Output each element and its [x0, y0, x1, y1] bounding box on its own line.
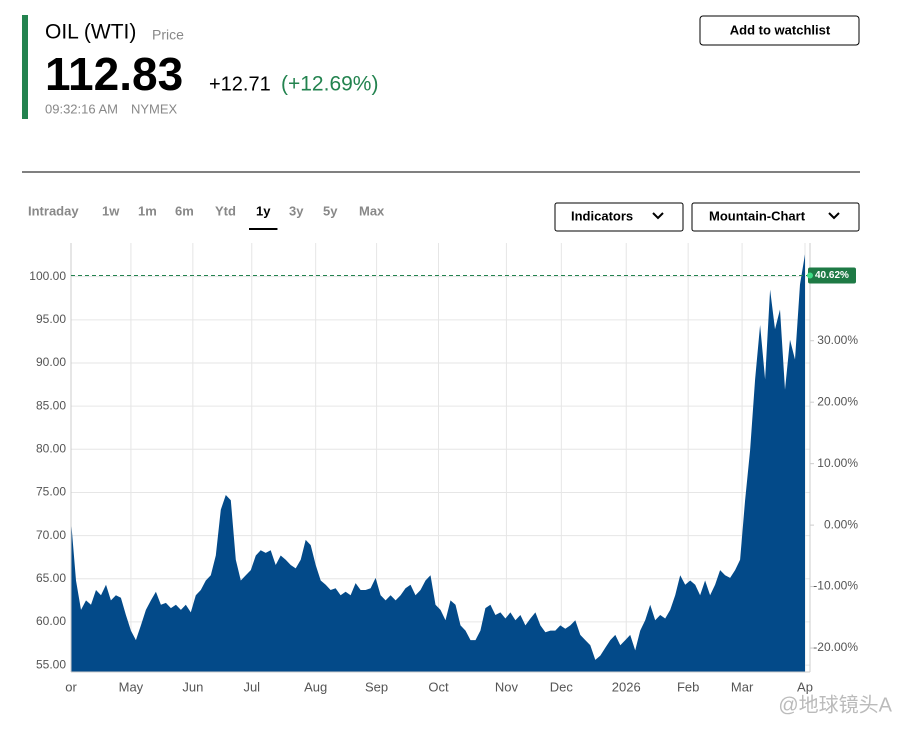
chart: 55.00 60.00 65.00 70.00 75.00 80.00 85.00 90.00… — [29, 243, 858, 694]
x-tick-label: 2026 — [612, 679, 641, 694]
tab[interactable]: 1w — [102, 203, 120, 218]
price-label: Price — [152, 27, 184, 43]
x-tick-label: Oct — [428, 679, 449, 694]
y-tick-label: 60.00 — [36, 614, 66, 628]
symbol: OIL (WTI) — [45, 21, 136, 44]
x-tick-label: Jul — [243, 679, 260, 694]
tabs: Intraday 1w 1m 6m Ytd 1y 3y 5y Max — [28, 203, 385, 230]
y-tick-label: 80.00 — [36, 441, 66, 455]
x-tick-label: Ap — [797, 679, 813, 694]
y-tick-label: 90.00 — [36, 355, 66, 369]
y-tick-label: 75.00 — [36, 485, 66, 499]
x-tick-label: Nov — [495, 679, 519, 694]
y-tick-label: 95.00 — [36, 312, 66, 326]
y-tick-label: 55.00 — [36, 657, 66, 671]
x-tick-label: Mar — [731, 679, 754, 694]
change-pct: (+12.69%) — [281, 73, 378, 96]
y-tick-label: 100.00 — [29, 269, 66, 283]
y2-tick-label: 0.00% — [824, 517, 858, 531]
y2-tick-label: 20.00% — [817, 394, 858, 408]
reference-badge — [808, 267, 856, 284]
accent-bar — [22, 15, 28, 119]
x-tick-label: Aug — [304, 679, 327, 694]
y2-tick-label: 10.00% — [817, 456, 858, 470]
button-text: Indicators — [571, 208, 633, 223]
x-tick-label: Dec — [550, 679, 574, 694]
x-tick-label: Jun — [182, 679, 203, 694]
watermark: @地球镜头A — [778, 693, 892, 716]
chevron — [652, 212, 664, 220]
x-tick-label: May — [119, 679, 144, 694]
exchange: NYMEX — [131, 101, 178, 116]
reference-dot — [807, 272, 813, 279]
button-frame — [699, 15, 860, 46]
y2-tick-label: 30.00% — [817, 333, 858, 347]
button-text: Mountain-Chart — [709, 208, 806, 223]
time: 09:32:16 AM — [45, 101, 118, 116]
button-frame — [554, 202, 684, 232]
tab[interactable]: Max — [359, 203, 385, 218]
reference-label: 40.62% — [815, 270, 849, 281]
x-tick-label: or — [65, 679, 77, 694]
tab[interactable]: 1m — [138, 203, 157, 218]
indicators-button[interactable]: Indicators — [554, 202, 684, 232]
price: 112.83 — [45, 48, 183, 100]
y2-tick-label: -20.00% — [813, 640, 858, 654]
button-text: Add to watchlist — [730, 22, 831, 37]
x-tick-label: Feb — [677, 679, 699, 694]
chevron — [828, 212, 840, 220]
y-tick-label: 70.00 — [36, 528, 66, 542]
watchlist-button[interactable]: Add to watchlist — [699, 15, 860, 46]
tab[interactable]: 6m — [175, 203, 194, 218]
y2-tick-label: -10.00% — [813, 579, 858, 593]
tab[interactable]: 3y — [289, 203, 304, 218]
price-area — [71, 254, 806, 672]
tab[interactable]: Intraday — [28, 203, 79, 218]
button-frame — [691, 202, 860, 232]
y-tick-label: 85.00 — [36, 398, 66, 412]
chart-type-button[interactable]: Mountain-Chart — [691, 202, 860, 232]
change: +12.71 — [209, 73, 271, 95]
tab[interactable]: Ytd — [215, 203, 236, 218]
x-tick-label: Sep — [365, 679, 388, 694]
y-tick-label: 65.00 — [36, 571, 66, 585]
tab[interactable]: 1y — [256, 203, 271, 218]
tab[interactable]: 5y — [323, 203, 338, 218]
